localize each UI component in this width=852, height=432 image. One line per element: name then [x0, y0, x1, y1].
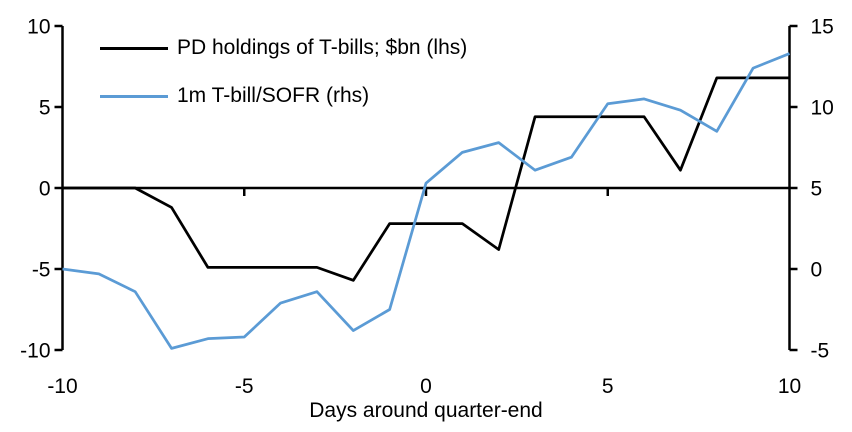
- svg-text:-10: -10: [47, 375, 77, 398]
- legend-item-tbill-sofr: 1m T-bill/SOFR (rhs): [100, 84, 467, 108]
- svg-text:5: 5: [811, 178, 823, 201]
- svg-text:10: 10: [778, 375, 801, 398]
- legend-label-pd-holdings: PD holdings of T-bills; $bn (lhs): [177, 36, 468, 59]
- svg-text:10: 10: [27, 16, 50, 39]
- legend-label-tbill-sofr: 1m T-bill/SOFR (rhs): [177, 84, 370, 107]
- svg-text:-5: -5: [235, 375, 254, 398]
- svg-text:0: 0: [811, 259, 823, 282]
- chart-legend: PD holdings of T-bills; $bn (lhs) 1m T-b…: [100, 36, 467, 108]
- legend-item-pd-holdings: PD holdings of T-bills; $bn (lhs): [100, 36, 467, 60]
- svg-text:5: 5: [602, 375, 614, 398]
- svg-text:-5: -5: [32, 259, 51, 282]
- svg-text:0: 0: [39, 178, 51, 201]
- svg-text:-5: -5: [811, 340, 830, 363]
- svg-text:0: 0: [420, 375, 432, 398]
- svg-text:-10: -10: [20, 340, 50, 363]
- svg-text:5: 5: [39, 97, 51, 120]
- svg-text:10: 10: [811, 97, 834, 120]
- svg-text:15: 15: [811, 16, 834, 39]
- legend-line-sample-icon: [100, 94, 168, 98]
- x-axis-title: Days around quarter-end: [309, 399, 543, 422]
- legend-line-sample-icon: [100, 46, 168, 50]
